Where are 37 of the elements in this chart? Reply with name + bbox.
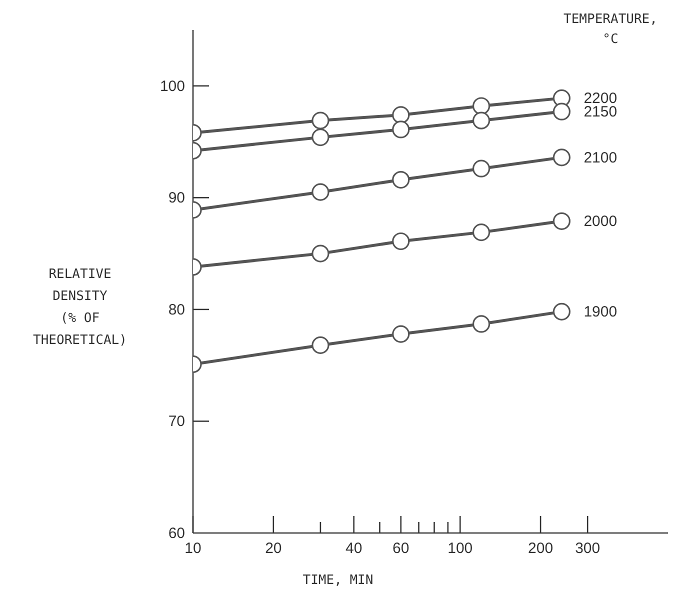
x-tick-label: 20 <box>265 540 282 557</box>
y-tick-label: 70 <box>168 413 185 430</box>
point <box>312 336 330 354</box>
series-label: 2100 <box>584 149 618 166</box>
series-label: 2000 <box>584 213 618 230</box>
x-tick-label: 40 <box>345 540 362 557</box>
y-tick-label: 60 <box>168 525 185 542</box>
point <box>552 212 570 230</box>
y-axis-title: RELATIVE DENSITY (% OF THEORETICAL) <box>33 267 127 348</box>
point <box>472 160 490 178</box>
series-label: 1900 <box>584 304 618 321</box>
point <box>312 244 330 262</box>
point <box>552 148 570 166</box>
y-tick-label: 80 <box>168 301 185 318</box>
x-tick-label: 100 <box>448 540 473 557</box>
point <box>472 315 490 333</box>
point <box>472 224 490 242</box>
point <box>392 170 410 189</box>
x-tick-label: 300 <box>575 540 600 557</box>
point <box>392 120 410 138</box>
point <box>552 102 570 120</box>
x-tick-label: 10 <box>184 540 202 557</box>
point <box>472 112 490 130</box>
point <box>312 128 330 146</box>
y-tick-label: 90 <box>168 190 185 207</box>
point <box>392 232 410 250</box>
point <box>392 106 410 124</box>
x-tick-label: 200 <box>528 540 554 557</box>
x-axis-title: TIME, MIN <box>302 573 374 588</box>
point <box>392 325 410 343</box>
point <box>312 112 330 130</box>
x-tick-label: 60 <box>392 540 410 557</box>
legend-title: TEMPERATURE, °C <box>562 11 658 49</box>
point <box>552 302 570 320</box>
y-tick-label: 100 <box>160 78 185 95</box>
point <box>312 183 330 201</box>
point <box>472 97 490 115</box>
